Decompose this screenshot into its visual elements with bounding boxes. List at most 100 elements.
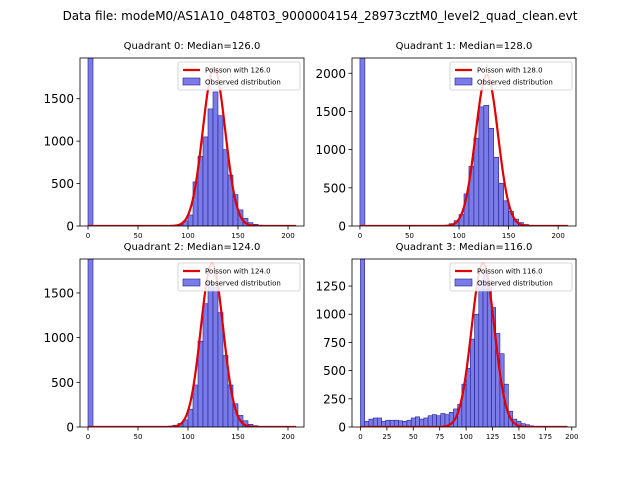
legend-box bbox=[177, 61, 301, 91]
x-tick-label: 200 bbox=[565, 433, 578, 441]
legend-box bbox=[177, 262, 301, 292]
y-tick-label: 1250 bbox=[315, 280, 346, 294]
legend-bar-swatch bbox=[454, 77, 473, 86]
x-tick-label: 50 bbox=[134, 433, 143, 441]
x-tick-label: 50 bbox=[134, 232, 143, 240]
chart-panel-3: 0 25 50 75 100 125 150 175 200 0 250 500 750 1000 1250… bbox=[315, 242, 578, 441]
y-tick-label: 1000 bbox=[43, 135, 74, 149]
legend-label-observed: Observed distribution bbox=[477, 79, 553, 87]
histogram-bar bbox=[465, 368, 471, 427]
histogram-bar bbox=[217, 115, 224, 226]
legend-box bbox=[449, 61, 573, 91]
x-tick-label: 0 bbox=[86, 232, 90, 240]
x-tick-label: 150 bbox=[502, 232, 515, 240]
legend: Poisson with 116.0 Observed distribution bbox=[449, 262, 573, 292]
histogram-bar bbox=[207, 281, 214, 427]
histogram-bar bbox=[419, 418, 425, 427]
histogram-bar bbox=[212, 91, 219, 226]
legend-box bbox=[449, 262, 573, 292]
histogram-bar bbox=[415, 416, 420, 427]
histogram-bar bbox=[202, 136, 209, 226]
histogram-bar bbox=[423, 417, 429, 427]
legend-label-poisson: Poisson with 116.0 bbox=[477, 268, 543, 276]
x-tick-label: 175 bbox=[539, 433, 552, 441]
x-tick-label: 25 bbox=[382, 433, 391, 441]
histogram-bar bbox=[368, 418, 374, 427]
x-tick-label: 50 bbox=[405, 232, 414, 240]
x-tick-label: 150 bbox=[231, 232, 244, 240]
histogram-bar bbox=[478, 280, 484, 427]
histogram-bar bbox=[436, 415, 442, 427]
histogram-bar bbox=[478, 106, 485, 226]
y-tick-label: 1000 bbox=[43, 331, 74, 345]
y-tick-label: 0 bbox=[66, 421, 74, 435]
x-tick-label: 75 bbox=[435, 433, 444, 441]
x-tick-label: 50 bbox=[409, 433, 418, 441]
histogram-bar bbox=[488, 127, 495, 226]
y-tick-label: 500 bbox=[51, 376, 74, 390]
y-tick-label: 0 bbox=[338, 421, 346, 435]
chart-title: Quadrant 1: Median=128.0 bbox=[396, 41, 533, 52]
y-tick-label: 2000 bbox=[315, 67, 346, 81]
axes-frame bbox=[351, 57, 577, 227]
histogram-bar bbox=[359, 58, 366, 226]
axes-frame bbox=[351, 258, 577, 428]
histogram-bar bbox=[432, 414, 437, 427]
x-tick-label: 100 bbox=[459, 433, 472, 441]
x-tick-label: 0 bbox=[358, 433, 362, 441]
y-tick-label: 1500 bbox=[315, 105, 346, 119]
y-tick-label: 0 bbox=[66, 220, 74, 234]
legend-bar-swatch bbox=[182, 77, 201, 86]
chart-title: Quadrant 2: Median=124.0 bbox=[124, 242, 261, 253]
histogram-bar bbox=[202, 303, 209, 427]
plot-area bbox=[359, 58, 569, 226]
legend-label-poisson: Poisson with 124.0 bbox=[205, 268, 271, 276]
x-tick-label: 150 bbox=[231, 433, 244, 441]
y-tick-label: 1000 bbox=[315, 308, 346, 322]
histogram-bar bbox=[493, 156, 499, 226]
histogram-bar bbox=[222, 149, 229, 226]
histogram-bar bbox=[212, 287, 219, 427]
histogram-bar bbox=[410, 417, 416, 427]
y-tick-label: 500 bbox=[323, 181, 346, 195]
legend: Poisson with 126.0 Observed distribution bbox=[177, 61, 301, 91]
legend-label-poisson: Poisson with 126.0 bbox=[205, 67, 271, 75]
x-tick-label: 200 bbox=[281, 232, 294, 240]
legend-label-poisson: Poisson with 128.0 bbox=[477, 67, 543, 75]
histogram-bar bbox=[427, 415, 433, 427]
y-tick-label: 750 bbox=[323, 336, 346, 350]
legend-label-observed: Observed distribution bbox=[205, 280, 281, 288]
y-tick-label: 1500 bbox=[43, 92, 74, 106]
x-tick-label: 200 bbox=[281, 433, 294, 441]
histogram-bar bbox=[440, 413, 446, 427]
histogram-bar bbox=[377, 417, 382, 427]
histogram-bar bbox=[360, 259, 365, 427]
histogram-bar bbox=[474, 313, 480, 427]
y-tick-label: 250 bbox=[323, 392, 346, 406]
x-tick-label: 100 bbox=[181, 232, 194, 240]
histogram-bar bbox=[483, 105, 490, 226]
chart-title: Quadrant 3: Median=116.0 bbox=[396, 242, 533, 253]
axes-frame bbox=[79, 57, 305, 227]
x-tick-label: 100 bbox=[452, 232, 465, 240]
y-tick-label: 500 bbox=[51, 177, 74, 191]
x-tick-label: 0 bbox=[86, 433, 90, 441]
y-tick-label: 1500 bbox=[43, 286, 74, 300]
histogram-bar bbox=[187, 214, 194, 226]
chart-panel-2: 0 50 100 150 200 0 500 1000 1500 Quadrant 2: Medi… bbox=[43, 242, 305, 441]
x-tick-label: 100 bbox=[181, 433, 194, 441]
histogram-bar bbox=[473, 137, 480, 226]
axes-frame bbox=[79, 258, 305, 428]
histogram-bar bbox=[192, 384, 199, 427]
legend-bar-swatch bbox=[454, 278, 473, 287]
y-tick-label: 1000 bbox=[315, 143, 346, 157]
histogram-bar bbox=[482, 271, 488, 427]
histogram-bar bbox=[87, 58, 94, 226]
legend-label-observed: Observed distribution bbox=[205, 79, 281, 87]
legend: Poisson with 128.0 Observed distribution bbox=[449, 61, 573, 91]
chart-panel-0: 0 50 100 150 200 0 500 1000 1500 Quadrant 0: Medi… bbox=[43, 41, 305, 240]
poisson-curve bbox=[88, 67, 296, 226]
histogram-bar bbox=[207, 108, 214, 226]
